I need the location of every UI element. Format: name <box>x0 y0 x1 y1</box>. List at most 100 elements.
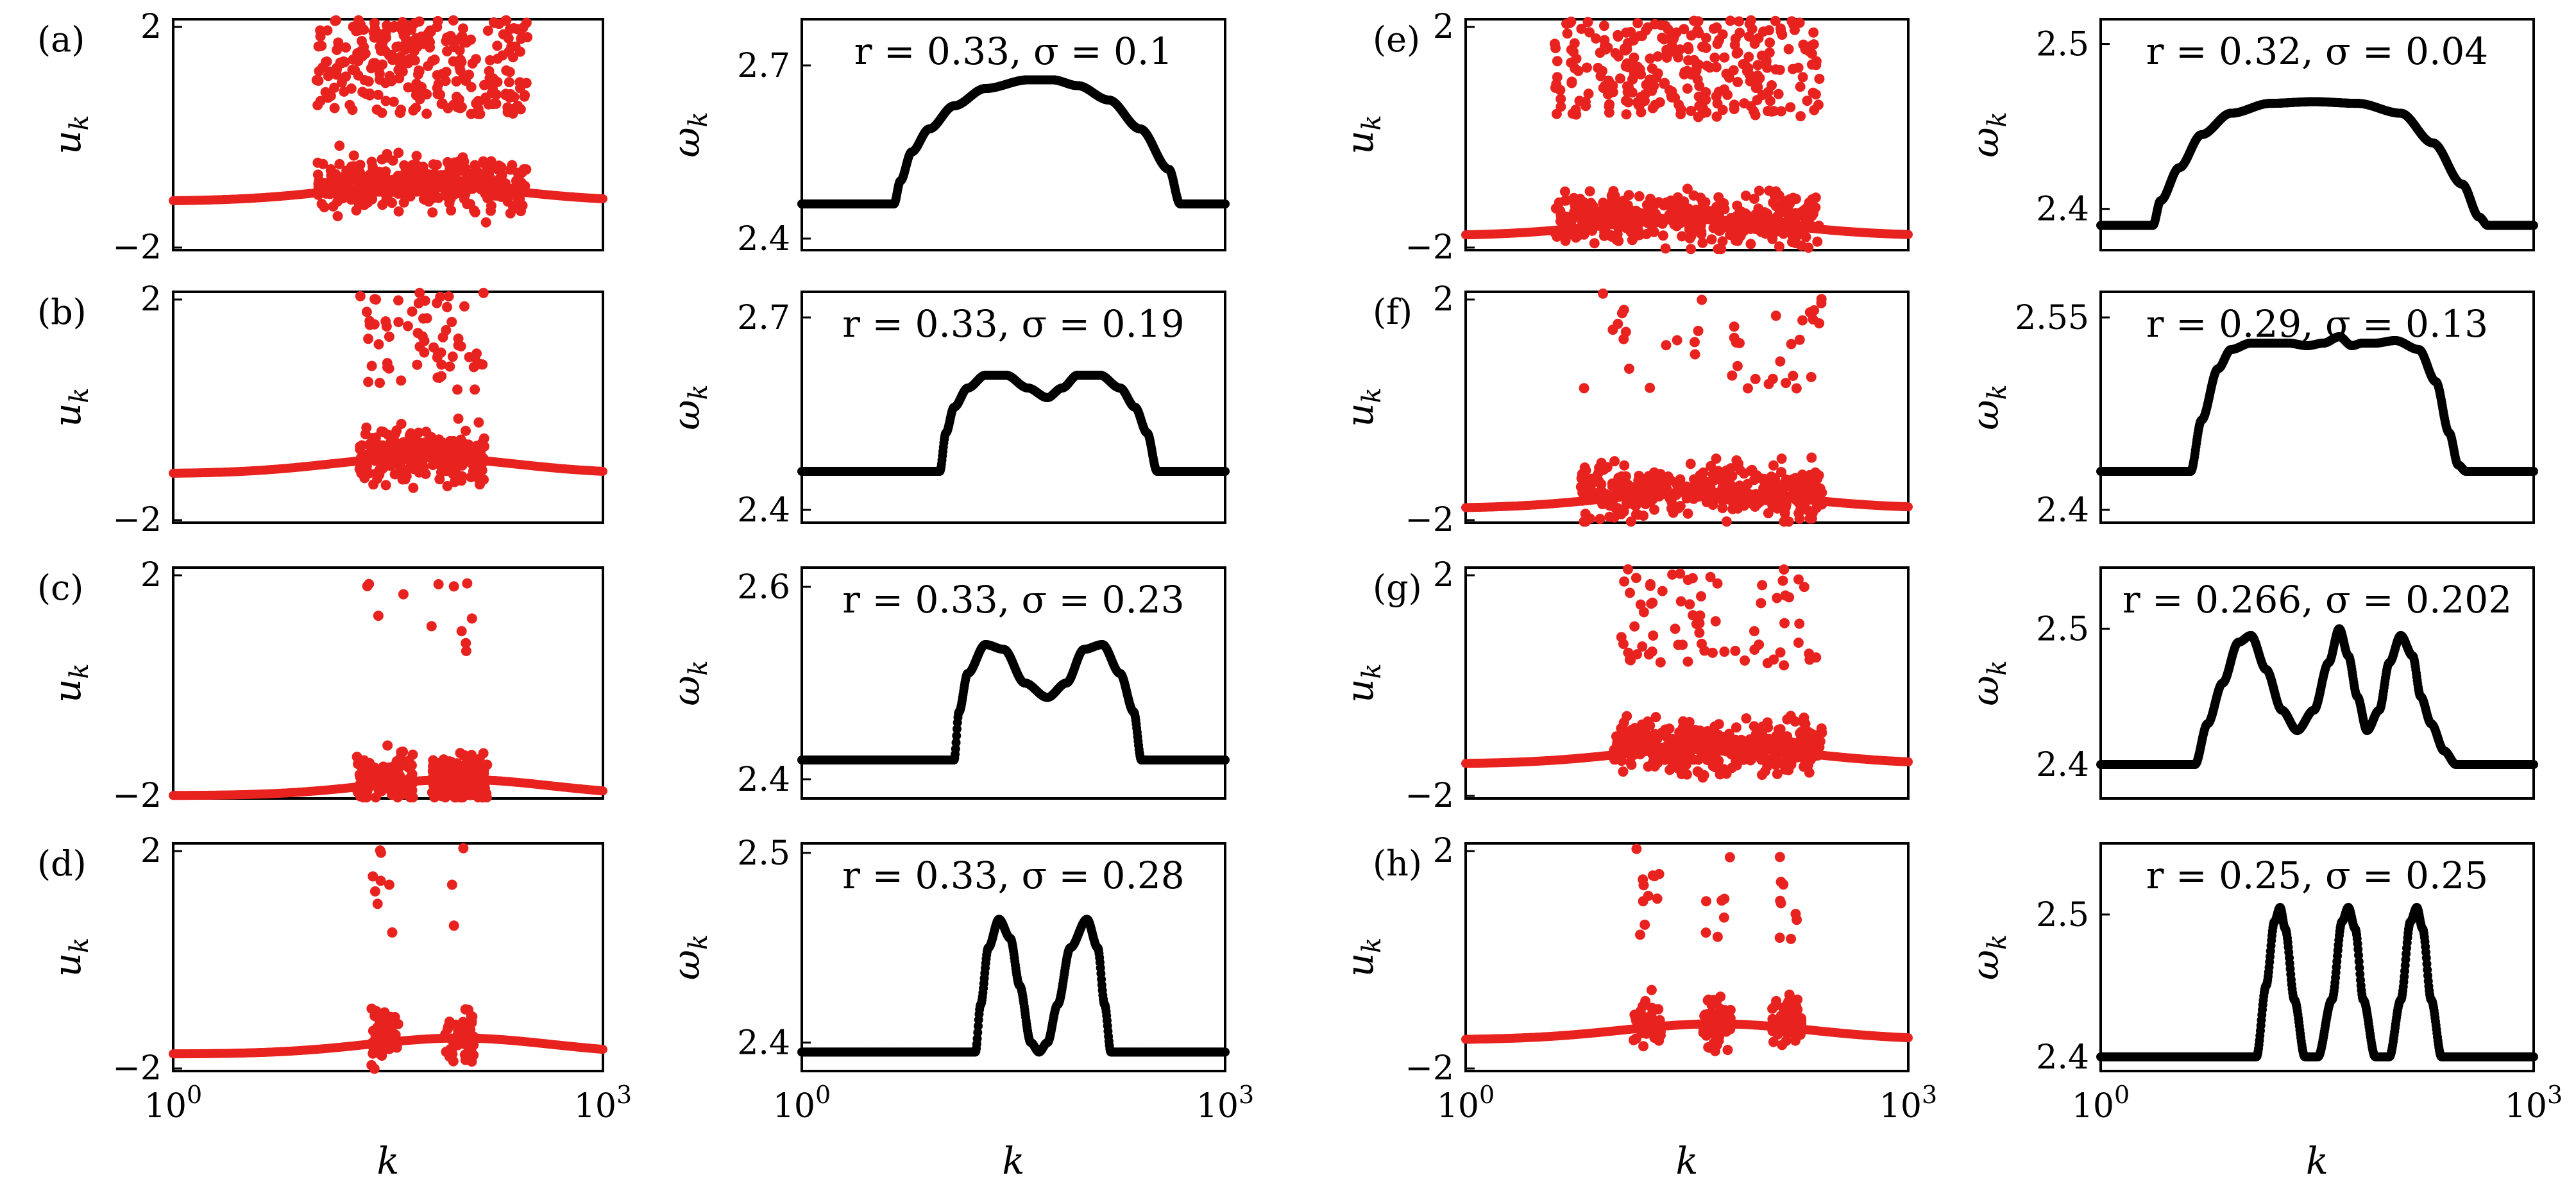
scatter-point <box>442 185 453 196</box>
scatter-point <box>1777 30 1788 40</box>
scatter-point <box>518 164 529 175</box>
scatter-point <box>1709 475 1720 485</box>
scatter-point <box>1779 516 1790 527</box>
scatter-point <box>1657 230 1668 241</box>
scatter-point <box>1631 500 1641 511</box>
scatter-point <box>448 56 459 67</box>
scatter-point <box>1802 96 1813 106</box>
scatter-point <box>393 148 404 158</box>
y-tick-label: 2 <box>1433 556 1454 595</box>
scatter-point <box>446 316 457 327</box>
scatter-point <box>1661 340 1672 351</box>
scatter-point <box>486 205 496 216</box>
scatter-point <box>508 183 519 194</box>
scatter-point <box>382 362 393 373</box>
scatter-point <box>432 298 443 308</box>
scatter-point <box>359 74 370 85</box>
scatter-point <box>1780 500 1791 511</box>
scatter-point <box>1604 500 1615 511</box>
scatter-point <box>395 108 406 119</box>
scatter-point <box>479 441 489 452</box>
scatter-point <box>381 1024 392 1034</box>
scatter-point <box>397 26 408 37</box>
scatter-point <box>1770 64 1781 75</box>
scatter-point <box>478 287 489 298</box>
scatter-point <box>372 899 383 909</box>
scatter-point <box>399 781 410 791</box>
scatter-point <box>1756 50 1767 61</box>
scatter-point <box>333 42 344 53</box>
scatter-point <box>1595 71 1606 81</box>
scatter-point <box>323 71 334 81</box>
scatter-point <box>1774 241 1784 252</box>
u-panel-e: (e)uk2−2 <box>1338 8 1913 267</box>
scatter-point <box>489 98 500 109</box>
scatter-point <box>1813 99 1824 110</box>
scatter-point <box>1765 96 1775 106</box>
scatter-point <box>1713 87 1724 97</box>
scatter-point <box>1634 230 1645 241</box>
u-axis-label: uk <box>46 387 94 427</box>
scatter-point <box>1574 228 1585 239</box>
x-tick-label: 100 <box>144 1081 202 1126</box>
scatter-point <box>1682 183 1693 194</box>
scatter-point <box>1763 378 1774 389</box>
scatter-point <box>453 94 464 105</box>
scatter-point <box>396 419 407 430</box>
scatter-point <box>513 100 523 111</box>
scatter-point <box>1693 325 1704 336</box>
scatter-point <box>1598 198 1609 208</box>
scatter-point <box>461 637 471 648</box>
scatter-point <box>414 16 425 27</box>
scatter-point <box>1570 200 1580 211</box>
scatter-point <box>1619 460 1630 471</box>
scatter-point <box>1652 68 1663 79</box>
scatter-point <box>473 459 484 469</box>
scatter-point <box>396 375 407 386</box>
scatter-point <box>1808 27 1819 38</box>
scatter-point <box>512 192 523 203</box>
scatter-point <box>318 158 328 169</box>
scatter-point <box>1618 305 1629 316</box>
scatter-point <box>413 298 424 308</box>
scatter-point <box>404 53 415 64</box>
scatter-point <box>1775 106 1786 117</box>
scatter-point <box>1729 332 1740 343</box>
u-axis-label: uk <box>1338 663 1387 703</box>
scatter-point <box>454 62 465 73</box>
scatter-point <box>384 332 394 342</box>
scatter-point <box>368 479 379 490</box>
scatter-point <box>1613 30 1623 40</box>
scatter-point <box>514 203 525 214</box>
scatter-point <box>1682 65 1693 76</box>
scatter-point <box>1783 44 1794 55</box>
scatter-point <box>403 756 414 766</box>
scatter-point <box>482 25 493 36</box>
scatter-point <box>470 54 481 65</box>
scatter-point <box>1622 38 1633 49</box>
scatter-point <box>316 40 327 51</box>
scatter-point <box>431 159 442 170</box>
scatter-point <box>371 29 382 40</box>
scatter-point <box>375 46 386 56</box>
scatter-point <box>418 173 429 183</box>
scatter-point <box>414 341 425 352</box>
scatter-point <box>1552 72 1563 83</box>
scatter-point <box>466 108 477 119</box>
scatter-point <box>1552 56 1563 67</box>
scatter-point <box>1785 491 1796 502</box>
scatter-point <box>1646 221 1657 232</box>
scatter-point <box>1731 48 1742 59</box>
scatter-point <box>1627 87 1638 98</box>
y-tick-label: −2 <box>112 228 162 267</box>
scatter-point <box>427 207 438 218</box>
scatter-point <box>1620 61 1631 72</box>
y-tick-label: −2 <box>1405 501 1454 539</box>
scatter-point <box>462 183 473 194</box>
scatter-point <box>315 31 326 42</box>
scatter-point <box>455 103 466 114</box>
scatter-point <box>473 97 484 108</box>
scatter-point <box>1772 485 1783 496</box>
scatter-point <box>359 186 370 197</box>
scatter-point <box>484 182 495 193</box>
